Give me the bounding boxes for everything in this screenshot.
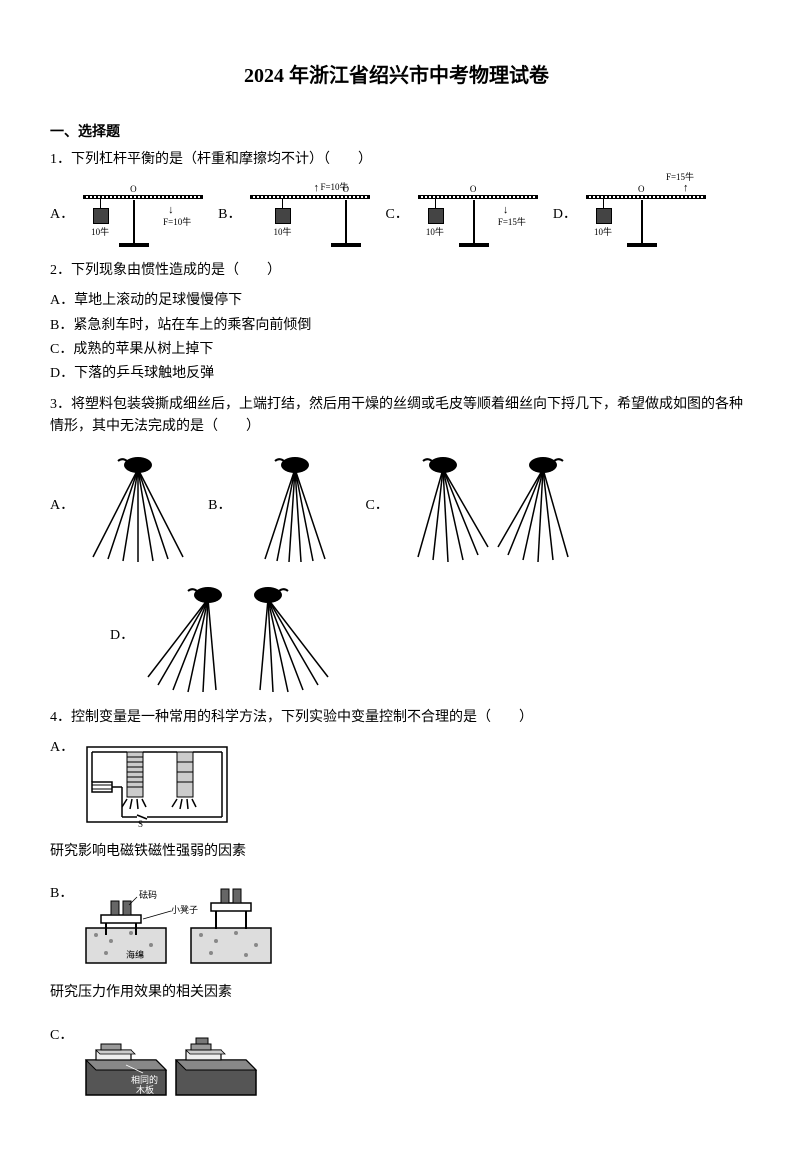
q1a-o: O — [130, 182, 137, 196]
q3-option-c: C． — [365, 447, 592, 567]
page-title: 2024 年浙江省绍兴市中考物理试卷 — [50, 60, 743, 92]
q4-b-caption: 研究压力作用效果的相关因素 — [50, 982, 743, 1004]
svg-text:S: S — [138, 819, 143, 827]
q4-options: A． S — [50, 737, 743, 1105]
fan-diagram-b — [235, 447, 355, 567]
q1b-force: F=10牛 — [320, 180, 348, 194]
q4-option-a: A． S — [50, 737, 743, 827]
question-4: 4．控制变量是一种常用的科学方法，下列实验中变量控制不合理的是（ ） A． — [50, 707, 743, 1105]
question-2: 2．下列现象由惯性造成的是（ ） A．草地上滚动的足球慢慢停下 B．紧急刹车时，… — [50, 260, 743, 386]
q1a-force: F=10牛 — [163, 215, 191, 229]
q2-option-d: D．下落的乒乓球触地反弹 — [50, 363, 743, 385]
q4b-label1: 砝码 — [139, 889, 157, 900]
q1-option-c: C． 10牛 O ↓ F=15牛 — [385, 180, 542, 250]
q1-text: 1．下列杠杆平衡的是（杆重和摩擦均不计）（ ） — [50, 149, 743, 171]
q1d-force: F=15牛 — [666, 170, 694, 184]
section-header: 一、选择题 — [50, 122, 743, 144]
q2-options: A．草地上滚动的足球慢慢停下 B．紧急刹车时，站在车上的乘客向前倾倒 C．成熟的… — [50, 290, 743, 386]
q4-text: 4．控制变量是一种常用的科学方法，下列实验中变量控制不合理的是（ ） — [50, 707, 743, 729]
pressure-diagram: 砝码 小凳子 海绵 — [81, 883, 281, 968]
q4-option-c: C． 相同的 木板 — [50, 1025, 743, 1105]
q1c-force: F=15牛 — [498, 215, 526, 229]
q3-d-label: D． — [110, 625, 134, 647]
q1c-weight: 10牛 — [426, 225, 444, 239]
q3-c-label: C． — [365, 495, 388, 517]
q1-d-label: D． — [553, 204, 577, 226]
q4-option-b: B． 砝码 — [50, 883, 743, 968]
q4b-label3: 海绵 — [126, 949, 144, 960]
q1-option-a: A． 10牛 O ↓ F=10牛 — [50, 180, 208, 250]
q3-b-label: B． — [208, 495, 231, 517]
lever-diagram-a: 10牛 O ↓ F=10牛 — [78, 180, 208, 250]
q1-option-d: D． 10牛 O ↑ F=15牛 — [553, 180, 711, 250]
question-1: 1．下列杠杆平衡的是（杆重和摩擦均不计）（ ） A． 10牛 O ↓ F=10牛… — [50, 149, 743, 249]
q1-option-b: B． 10牛 O ↑ F=10牛 — [218, 180, 375, 250]
fan-diagram-a — [78, 447, 198, 567]
q3-text: 3．将塑料包装袋撕成细丝后，上端打结，然后用干燥的丝绸或毛皮等顺着细丝向下捋几下… — [50, 394, 743, 439]
svg-text:相同的: 相同的 — [131, 1074, 158, 1085]
q1-c-label: C． — [385, 204, 408, 226]
fan-diagram-c — [393, 447, 593, 567]
q4b-label2: 小凳子 — [171, 905, 198, 915]
lever-diagram-c: 10牛 O ↓ F=15牛 — [413, 180, 543, 250]
q1a-weight: 10牛 — [91, 225, 109, 239]
q4-c-label: C． — [50, 1025, 73, 1047]
q3-option-b: B． — [208, 447, 355, 567]
q2-text: 2．下列现象由惯性造成的是（ ） — [50, 260, 743, 282]
q2-option-c: C．成熟的苹果从树上掉下 — [50, 339, 743, 361]
q2-option-a: A．草地上滚动的足球慢慢停下 — [50, 290, 743, 312]
q1-b-label: B． — [218, 204, 241, 226]
q3-option-a: A． — [50, 447, 198, 567]
q3-options-row1: A． B． — [50, 447, 743, 567]
question-3: 3．将塑料包装袋撕成细丝后，上端打结，然后用干燥的丝绸或毛皮等顺着细丝向下捋几下… — [50, 394, 743, 697]
q4-a-label: A． — [50, 737, 74, 759]
q1c-o: O — [470, 182, 477, 196]
lever-diagram-b: 10牛 O ↑ F=10牛 — [245, 180, 375, 250]
friction-diagram: 相同的 木板 — [81, 1025, 261, 1105]
q1b-weight: 10牛 — [273, 225, 291, 239]
q4-a-caption: 研究影响电磁铁磁性强弱的因素 — [50, 841, 743, 863]
q3-options-row2: D． — [110, 577, 743, 697]
q3-option-d: D． — [110, 577, 338, 697]
q1-a-label: A． — [50, 204, 74, 226]
q3-a-label: A． — [50, 495, 74, 517]
q4-b-label: B． — [50, 883, 73, 905]
fan-diagram-d — [138, 577, 338, 697]
q1d-o: O — [638, 182, 645, 196]
electromagnet-diagram: S — [82, 737, 232, 827]
q1d-weight: 10牛 — [594, 225, 612, 239]
svg-text:木板: 木板 — [136, 1084, 154, 1095]
q2-option-b: B．紧急刹车时，站在车上的乘客向前倾倒 — [50, 315, 743, 337]
lever-diagram-d: 10牛 O ↑ F=15牛 — [581, 180, 711, 250]
q1-options: A． 10牛 O ↓ F=10牛 B． 10牛 — [50, 180, 743, 250]
